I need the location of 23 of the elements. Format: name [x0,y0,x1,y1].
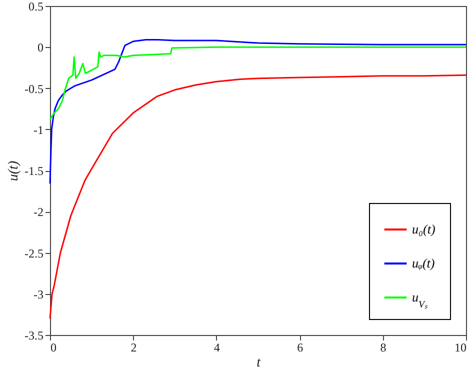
y-tick-label: -3.5 [24,328,44,342]
y-axis-title: u(t) [6,160,22,182]
x-axis-title: t [256,356,262,370]
x-tick-label: 2 [130,340,137,354]
x-tick-label: 10 [454,340,466,354]
y-tick-label: -1 [34,122,44,137]
y-tick-label: -0.5 [24,82,44,96]
y-tick-label: 0.5 [28,0,44,14]
y-tick-label: -2.5 [24,246,44,260]
x-tick-label: 0 [50,340,56,354]
legend-label: uᵩ(t) [412,256,435,270]
y-tick-label: 0 [38,40,44,55]
x-tick-label: 4 [214,340,220,354]
line-series [49,74,467,320]
y-tick-label: -1.5 [24,164,44,178]
line-series [49,46,467,120]
line-series [49,38,467,184]
x-tick-label: 8 [380,340,386,354]
y-tick-label: -2 [34,205,44,220]
x-tick-label: 6 [297,340,304,354]
legend-label: u$_{Vₛ}$ [412,290,428,310]
legend-label: u₀(t) [412,222,436,236]
y-tick-label: -3 [34,287,44,302]
